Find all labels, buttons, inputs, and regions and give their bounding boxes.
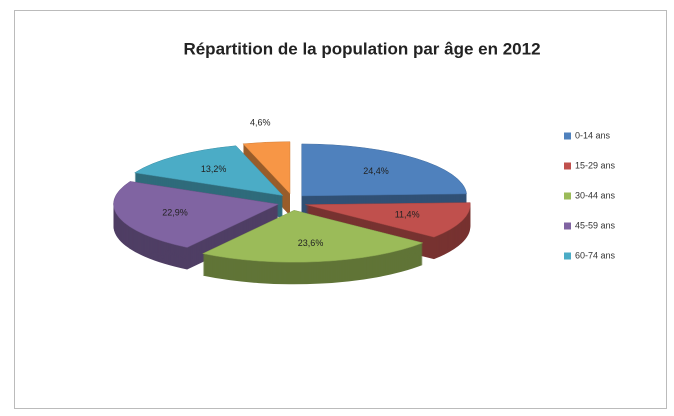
- data-label: 24,4%: [363, 166, 389, 176]
- legend-label: 15-29 ans: [575, 160, 616, 170]
- legend-label: 30-44 ans: [575, 190, 616, 200]
- legend-label: 0-14 ans: [575, 130, 611, 140]
- data-label: 4,6%: [250, 118, 271, 128]
- legend-swatch: [564, 252, 571, 260]
- slice: [201, 210, 424, 263]
- chart-title: Répartition de la population par âge en …: [183, 39, 540, 58]
- data-label: 22,9%: [162, 207, 188, 217]
- data-label: 13,2%: [201, 164, 227, 174]
- slice: [133, 145, 284, 196]
- slice: [301, 143, 467, 197]
- data-label: 23,6%: [298, 238, 324, 248]
- slice: [242, 141, 291, 195]
- legend-swatch: [564, 162, 571, 170]
- legend-label: 45-59 ans: [575, 220, 616, 230]
- legend-swatch: [564, 222, 571, 230]
- slice: [305, 202, 471, 238]
- legend-swatch: [564, 132, 571, 140]
- legend-label: 60-74 ans: [575, 250, 616, 260]
- data-label: 11,4%: [395, 210, 420, 220]
- legend-swatch: [564, 192, 571, 200]
- slice: [113, 181, 280, 248]
